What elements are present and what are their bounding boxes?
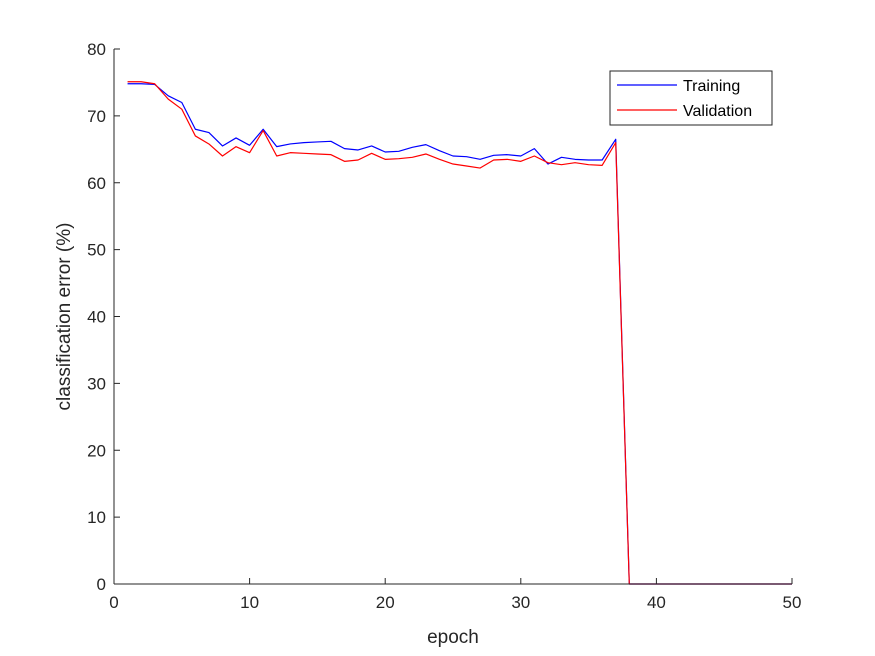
legend-label-validation: Validation	[683, 103, 752, 120]
legend: Training Validation	[609, 70, 773, 126]
x-tick-label: 0	[109, 593, 118, 612]
legend-label-training: Training	[683, 78, 740, 95]
y-tick-label: 50	[87, 241, 106, 260]
x-tick-label: 10	[240, 593, 259, 612]
y-axis-title: classification error (%)	[54, 223, 75, 411]
y-tick-label: 0	[97, 575, 106, 594]
x-tick-label: 20	[376, 593, 395, 612]
x-tick-label: 50	[783, 593, 802, 612]
legend-box	[609, 70, 773, 126]
y-tick-label: 80	[87, 40, 106, 59]
x-axis-title: epoch	[427, 627, 479, 648]
x-tick-label: 40	[647, 593, 666, 612]
y-tick-label: 60	[87, 174, 106, 193]
y-tick-label: 30	[87, 374, 106, 393]
ticks-layer: 0 10 20 30 40 50 0 10 20 30 40 50 60 70 80	[87, 40, 801, 612]
plot-area	[114, 49, 792, 584]
x-tick-label: 30	[511, 593, 530, 612]
y-tick-label: 40	[87, 308, 106, 327]
y-tick-label: 20	[87, 441, 106, 460]
y-tick-label: 70	[87, 107, 106, 126]
y-tick-label: 10	[87, 508, 106, 527]
